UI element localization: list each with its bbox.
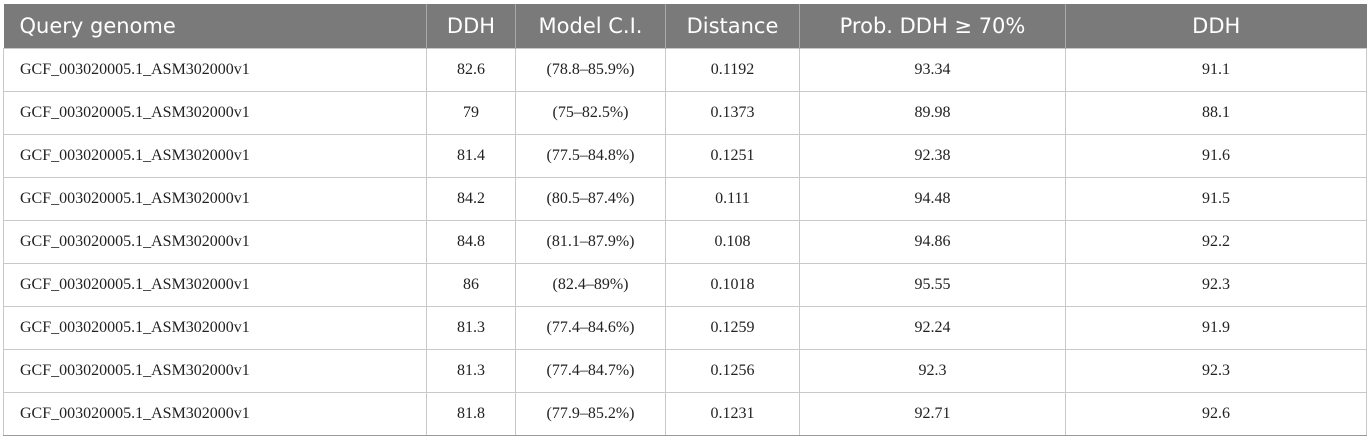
cell-distance: 0.1231 [665,391,800,436]
cell-prob-ddh: 94.48 [799,176,1066,221]
cell-ddh-2: 92.2 [1065,219,1367,264]
table-row: GCF_003020005.1_ASM302000v1 79 (75–82.5%) 0… [3,90,1367,135]
cell-model-ci: (82.4–89%) [515,262,666,307]
cell-query-genome: GCF_003020005.1_ASM302000v1 [3,219,427,264]
table-header: Query genome DDH Model C.I. Distance Pro… [3,4,1367,48]
cell-model-ci: (78.8–85.9%) [515,47,666,92]
header-row: Query genome DDH Model C.I. Distance Pro… [3,4,1367,48]
cell-ddh-2: 91.6 [1065,133,1367,178]
cell-ddh: 81.3 [426,348,516,393]
cell-query-genome: GCF_003020005.1_ASM302000v1 [3,305,427,350]
table-row: GCF_003020005.1_ASM302000v1 81.4 (77.5–84.… [3,133,1367,178]
header-ddh-2: DDH [1065,4,1367,48]
table-row: GCF_003020005.1_ASM302000v1 84.8 (81.1–87.… [3,219,1367,264]
cell-ddh-2: 92.3 [1065,262,1367,307]
cell-prob-ddh: 95.55 [799,262,1066,307]
cell-ddh-2: 88.1 [1065,90,1367,135]
cell-model-ci: (77.5–84.8%) [515,133,666,178]
cell-distance: 0.1251 [665,133,800,178]
cell-model-ci: (75–82.5%) [515,90,666,135]
cell-ddh: 81.3 [426,305,516,350]
header-query-genome: Query genome [19,13,176,38]
cell-ddh-2: 92.3 [1065,348,1367,393]
cell-prob-ddh: 92.71 [799,391,1066,436]
table-row: GCF_003020005.1_ASM302000v1 86 (82.4–89%) 0… [3,262,1367,307]
table-row: GCF_003020005.1_ASM302000v1 82.6 (78.8–85.… [3,47,1367,92]
table-row: GCF_003020005.1_ASM302000v1 81.3 (77.4–84.… [3,305,1367,350]
results-table-container: Query genome DDH Model C.I. Distance Pro… [3,4,1367,436]
cell-distance: 0.1256 [665,348,800,393]
cell-distance: 0.1192 [665,47,800,92]
cell-ddh: 86 [426,262,516,307]
cell-prob-ddh: 92.38 [799,133,1066,178]
cell-distance: 0.1018 [665,262,800,307]
cell-ddh: 84.2 [426,176,516,221]
cell-ddh: 84.8 [426,219,516,264]
cell-query-genome: GCF_003020005.1_ASM302000v1 [3,133,427,178]
cell-query-genome: GCF_003020005.1_ASM302000v1 [3,176,427,221]
cell-query-genome: GCF_003020005.1_ASM302000v1 [3,90,427,135]
cell-distance: 0.108 [665,219,800,264]
cell-query-genome: GCF_003020005.1_ASM302000v1 [3,262,427,307]
cell-ddh: 79 [426,90,516,135]
cell-query-genome: GCF_003020005.1_ASM302000v1 [3,47,427,92]
cell-prob-ddh: 94.86 [799,219,1066,264]
cell-query-genome: GCF_003020005.1_ASM302000v1 [3,348,427,393]
cell-prob-ddh: 92.24 [799,305,1066,350]
header-ddh: DDH [426,4,516,48]
cell-prob-ddh: 89.98 [799,90,1066,135]
header-model-ci: Model C.I. [515,4,666,48]
ddh-results-table: Query genome DDH Model C.I. Distance Pro… [3,4,1367,436]
header-distance: Distance [665,4,800,48]
table-row: GCF_003020005.1_ASM302000v1 81.3 (77.4–84.… [3,348,1367,393]
cell-ddh: 81.8 [426,391,516,436]
cell-ddh-2: 91.1 [1065,47,1367,92]
table-row: GCF_003020005.1_ASM302000v1 84.2 (80.5–87.… [3,176,1367,221]
cell-prob-ddh: 93.34 [799,47,1066,92]
cell-distance: 0.111 [665,176,800,221]
cell-prob-ddh: 92.3 [799,348,1066,393]
cell-model-ci: (77.4–84.6%) [515,305,666,350]
cell-ddh: 81.4 [426,133,516,178]
cell-query-genome: GCF_003020005.1_ASM302000v1 [3,391,427,436]
cell-model-ci: (80.5–87.4%) [515,176,666,221]
cell-ddh: 82.6 [426,47,516,92]
cell-model-ci: (77.4–84.7%) [515,348,666,393]
cell-ddh-2: 91.5 [1065,176,1367,221]
cell-ddh-2: 92.6 [1065,391,1367,436]
cell-distance: 0.1259 [665,305,800,350]
table-row: GCF_003020005.1_ASM302000v1 81.8 (77.9–85.… [3,391,1367,436]
header-prob-ddh: Prob. DDH ≥ 70% [799,4,1066,48]
cell-model-ci: (81.1–87.9%) [515,219,666,264]
table-body: GCF_003020005.1_ASM302000v1 82.6 (78.8–85.… [3,47,1367,436]
cell-distance: 0.1373 [665,90,800,135]
cell-model-ci: (77.9–85.2%) [515,391,666,436]
cell-ddh-2: 91.9 [1065,305,1367,350]
